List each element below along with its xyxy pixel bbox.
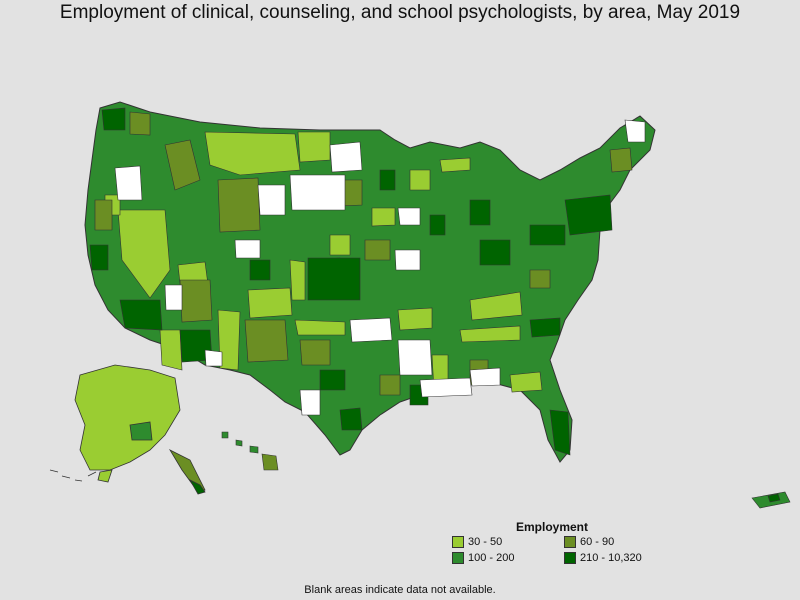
blank-kansas-east [394,249,421,271]
alaska [49,364,206,495]
map-title: Employment of clinical, counseling, and … [59,2,741,23]
footnote: Blank areas indicate data not available. [304,584,496,596]
region-georgia-south [509,371,543,393]
region-kansas-central [307,257,361,301]
region-pennsylvania [529,224,566,246]
region-texas-north [299,339,331,366]
legend: Employment 30 - 50 60 - 90 100 - 200 210… [452,520,692,580]
regions-210-plus [89,107,613,456]
region-iowa-central [364,239,391,261]
region-texas-east [379,374,401,396]
alaska-southcentral [129,421,153,441]
legend-label: 210 - 10,320 [580,552,642,564]
hawaii [221,431,279,471]
region-minnesota-twin-cities [379,169,396,191]
alaska-main [74,364,181,471]
blank-new-mexico-south [204,349,223,367]
region-new-mexico-west [217,309,241,371]
region-arizona-west [159,329,183,371]
legend-label: 100 - 200 [468,552,515,564]
region-kentucky [469,291,523,321]
region-texas-central [319,369,346,391]
blank-georgia-coast [469,367,501,387]
hawaii-oahu [235,439,243,447]
legend-swatch [452,552,464,564]
region-michigan-up [439,157,471,173]
region-new-mexico-central [244,319,289,363]
alaska-aleutians [49,469,97,482]
region-tennessee [459,325,521,343]
regions-no-data [114,119,646,416]
region-virginia-west [529,269,551,289]
region-oklahoma-west [294,319,346,336]
blank-montana-central [329,141,363,173]
region-north-dakota-west [297,131,331,163]
region-maine-north [609,147,633,173]
blank-arkansas [349,317,393,343]
hawaii-kauai [221,431,229,439]
region-iowa-north [371,207,396,227]
region-idaho [164,139,201,191]
blank-mississippi-delta [397,339,433,376]
region-ohio [479,239,511,266]
region-illinois-chicago [429,214,446,236]
region-montana-east [204,131,301,176]
alaska-juneau [188,479,206,495]
legend-item-210-plus: 210 - 10,320 [564,552,642,564]
legend-title: Employment [516,520,589,534]
puerto-rico-sanjuan [767,493,781,503]
region-colorado-front [249,259,271,281]
region-washington-central [129,111,151,136]
region-texas-houston [339,407,363,431]
region-california-north [94,199,113,231]
legend-item-100-200: 100 - 200 [452,552,514,564]
blank-texas-west [299,389,321,416]
region-nevada [117,209,171,299]
blank-louisiana-coast [419,377,473,398]
region-california-bay [89,244,109,271]
blank-oregon-east [114,165,143,201]
legend-item-30-50: 30 - 50 [452,536,502,548]
puerto-rico [751,491,791,509]
blank-dakotas [289,174,346,211]
us-choropleth-map [0,30,800,520]
legend-swatch [564,536,576,548]
region-arizona-north [179,279,213,323]
alaska-kodiak [97,469,113,483]
legend-item-60-90: 60 - 90 [564,536,614,548]
region-wisconsin-north [409,169,431,191]
region-california-south [119,299,163,331]
region-northeast-corridor [564,194,613,236]
region-kansas-west [289,259,306,301]
blank-maine [624,119,646,143]
legend-label: 30 - 50 [468,536,503,548]
hawaii-maui [249,445,259,454]
hawaii-big-island [261,453,279,471]
region-colorado-south [247,287,293,319]
legend-swatch [452,536,464,548]
blank-nevada-south [164,284,183,311]
blank-wisconsin [397,207,421,226]
region-missouri-south [397,307,433,331]
region-nebraska-east [329,234,351,256]
region-north-carolina [529,317,561,338]
blank-colorado-west [234,239,261,259]
region-michigan-south [469,199,491,226]
blank-wyoming-south [257,184,286,216]
legend-swatch [564,552,576,564]
region-wyoming [217,177,261,233]
region-washington-west [101,107,126,131]
legend-label: 60 - 90 [580,536,615,548]
region-florida-east [549,409,571,456]
